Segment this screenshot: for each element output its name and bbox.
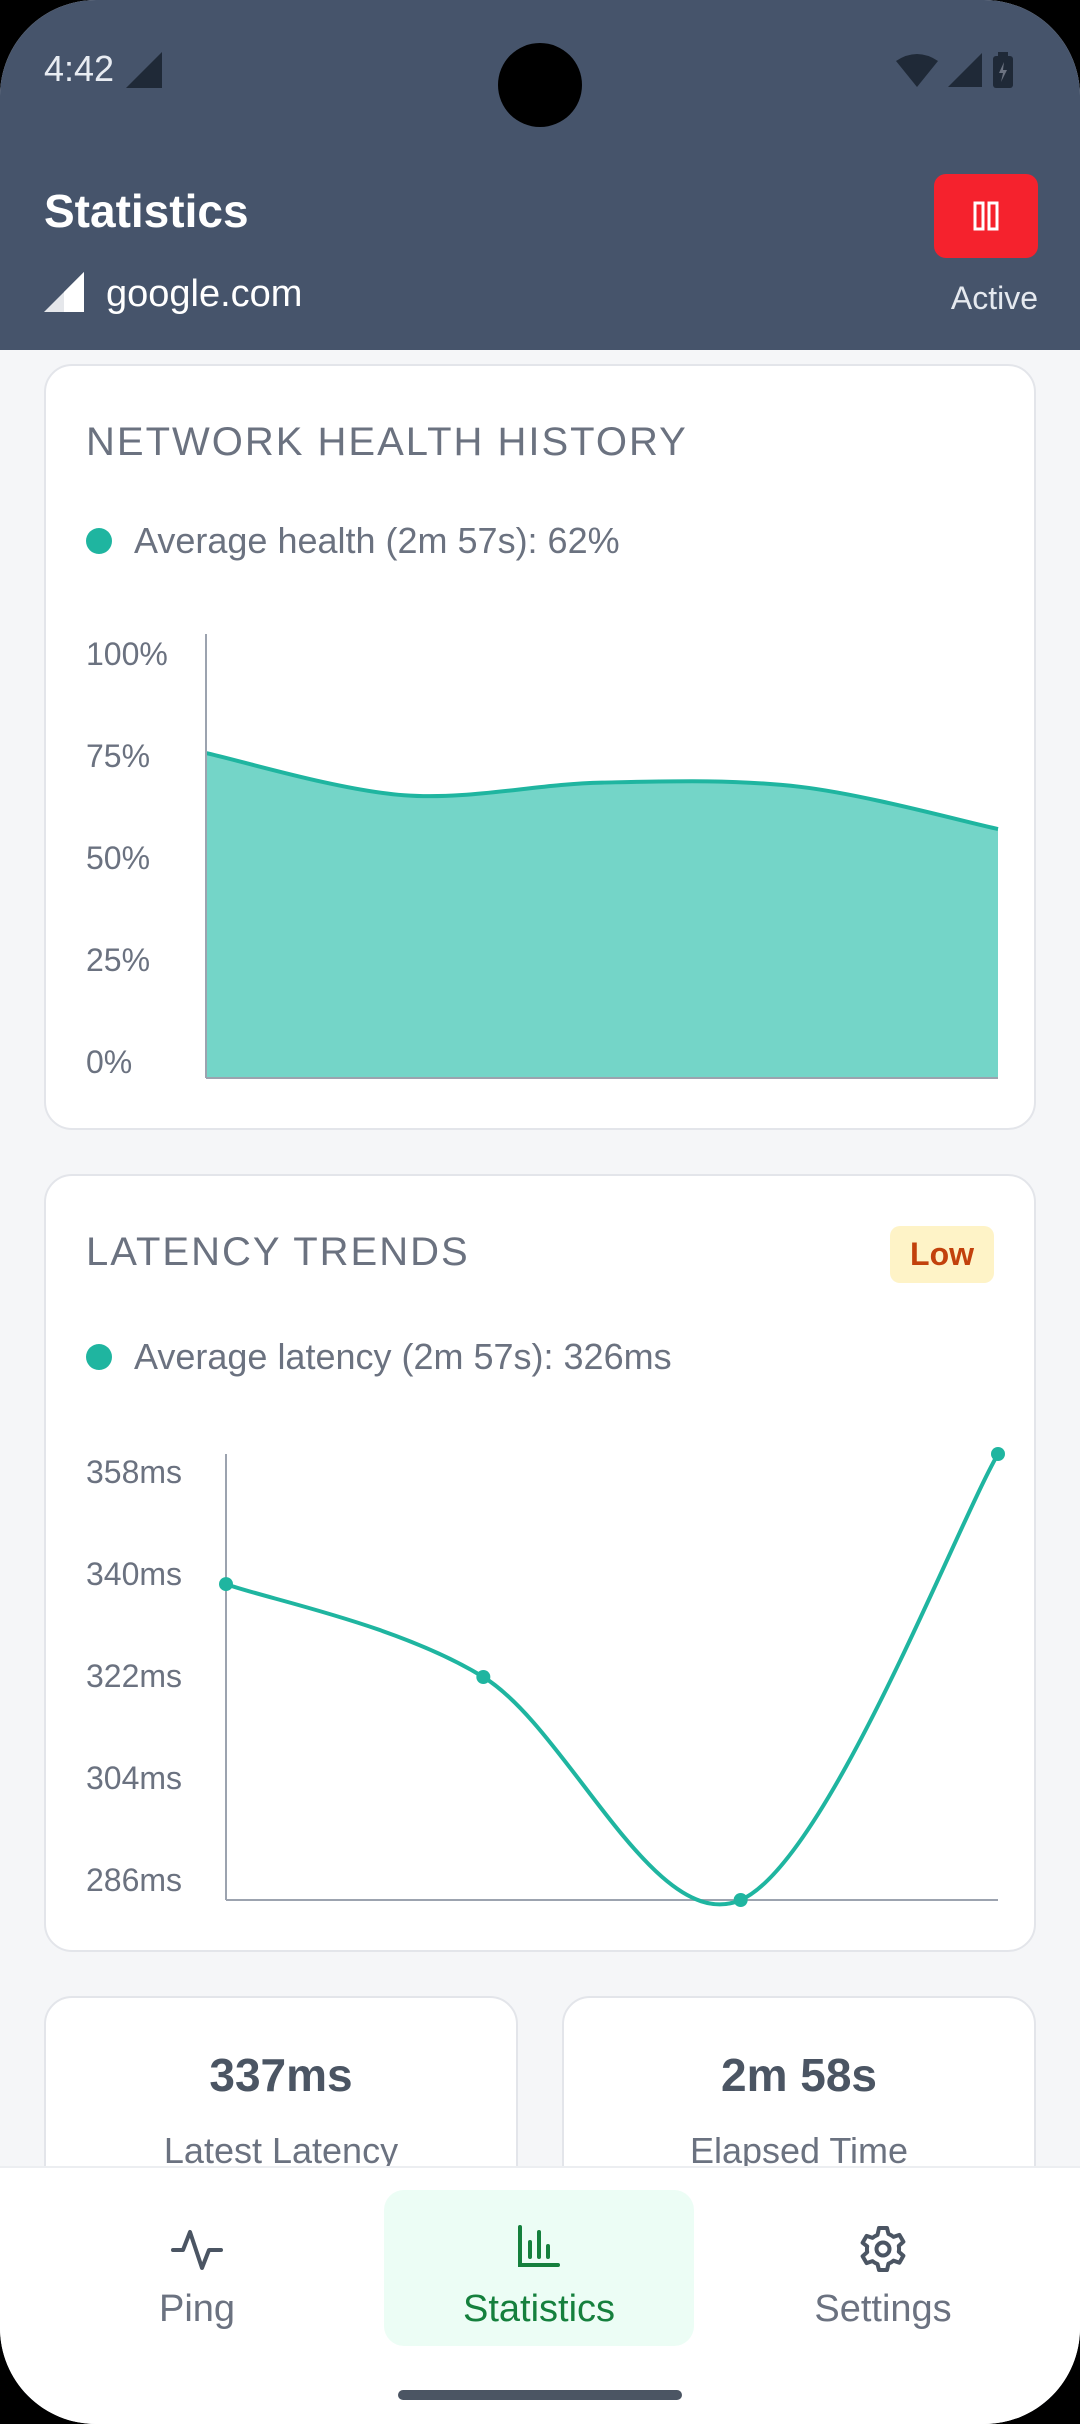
nav-label: Ping	[158, 2288, 236, 2330]
latency-data-point	[476, 1670, 491, 1684]
y-tick-label: 322ms	[86, 1658, 183, 1694]
legend-label: Average health (2m 57s): 62%	[134, 520, 620, 561]
latency-data-point	[991, 1447, 1005, 1461]
signal-icon	[948, 53, 982, 92]
status-icons	[896, 52, 1014, 93]
status-label: Active	[950, 280, 1038, 316]
pause-button[interactable]	[934, 174, 1038, 258]
legend-dot	[86, 1344, 112, 1370]
card-title: NETWORK HEALTH HISTORY	[86, 420, 688, 464]
latency-line-chart	[219, 1447, 1005, 1907]
health-area-chart	[205, 634, 999, 1079]
health-legend: Average health (2m 57s): 62%	[86, 520, 620, 562]
latency-trends-card: LATENCY TRENDS Low Average latency (2m 5…	[44, 1174, 1036, 1952]
bottom-navigation: Ping Statistics	[0, 2166, 1080, 2424]
y-tick-label: 0%	[86, 1044, 133, 1080]
host-name: google.com	[106, 273, 303, 315]
nav-settings[interactable]: Settings	[728, 2190, 1038, 2346]
health-history-card: NETWORK HEALTH HISTORY Average health (2…	[44, 364, 1036, 1130]
legend-label: Average latency (2m 57s): 326ms	[134, 1336, 672, 1377]
pause-icon	[973, 201, 999, 231]
health-area-fill	[206, 753, 998, 1078]
y-tick-label: 25%	[86, 942, 151, 978]
status-time: 4:42	[44, 48, 115, 89]
elapsed-time-label: Elapsed Time	[689, 2130, 909, 2171]
y-tick-label: 358ms	[86, 1454, 183, 1490]
latency-legend: Average latency (2m 57s): 326ms	[86, 1336, 672, 1378]
y-tick-label: 75%	[86, 738, 151, 774]
nav-statistics[interactable]: Statistics	[384, 2190, 694, 2346]
latency-series-line	[225, 1453, 1000, 1907]
app-header: 4:42 Statistics google.com	[0, 0, 1080, 350]
y-tick-label: 304ms	[86, 1760, 183, 1796]
activity-icon	[42, 2224, 352, 2274]
host-row: google.com	[44, 272, 302, 317]
camera-cutout	[498, 43, 582, 127]
y-tick-label: 286ms	[86, 1862, 183, 1898]
battery-icon	[992, 52, 1014, 93]
signal-strength-icon	[44, 272, 84, 317]
y-tick-label: 50%	[86, 840, 151, 876]
cell-signal-icon	[126, 52, 162, 93]
y-tick-label: 340ms	[86, 1556, 183, 1592]
page-title: Statistics	[44, 185, 249, 237]
legend-dot	[86, 528, 112, 554]
bar-chart-icon	[384, 2224, 694, 2274]
elapsed-time-value: 2m 58s	[720, 2049, 877, 2101]
home-indicator[interactable]	[398, 2390, 682, 2400]
latency-level-badge: Low	[890, 1226, 994, 1283]
latency-data-point	[733, 1893, 748, 1907]
health-series-line	[205, 751, 999, 831]
latest-latency-value: 337ms	[209, 2049, 353, 2101]
latency-data-point	[219, 1577, 233, 1592]
nav-label: Statistics	[462, 2288, 616, 2330]
nav-ping[interactable]: Ping	[42, 2190, 352, 2346]
card-title: LATENCY TRENDS	[86, 1230, 470, 1274]
wifi-icon	[896, 53, 938, 92]
gear-icon	[728, 2224, 1038, 2274]
y-tick-label: 100%	[86, 636, 168, 672]
nav-label: Settings	[814, 2288, 952, 2330]
latest-latency-label: Latest Latency	[163, 2130, 399, 2171]
